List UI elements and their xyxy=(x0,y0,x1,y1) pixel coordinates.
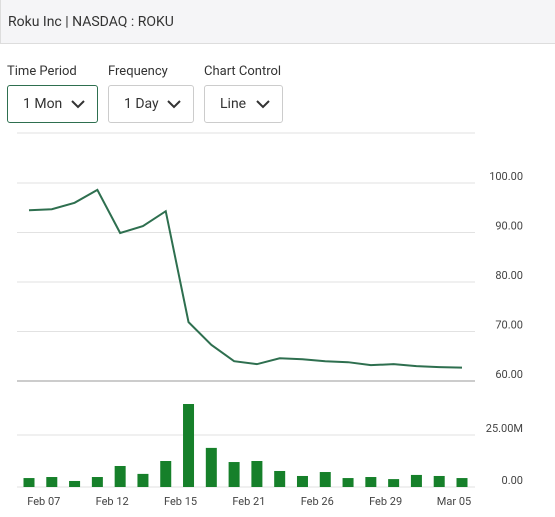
x-tick-label: Mar 05 xyxy=(437,495,471,508)
volume-bar xyxy=(296,475,308,487)
volume-bar xyxy=(23,478,35,487)
dropdown[interactable]: 1 Day xyxy=(108,85,194,123)
volume-bar xyxy=(114,465,126,487)
volume-bar xyxy=(433,475,445,487)
dropdown-value: 1 Mon xyxy=(23,96,63,112)
y-tick-label: 70.00 xyxy=(495,318,523,331)
volume-bar xyxy=(342,478,354,487)
x-tick-label: Feb 21 xyxy=(232,495,265,508)
control-label: Frequency xyxy=(108,64,168,79)
control-label: Time Period xyxy=(7,64,77,79)
dropdown-value: Line xyxy=(220,96,247,112)
x-tick-label: Feb 15 xyxy=(164,495,197,508)
volume-bar xyxy=(228,462,240,487)
chart-control[interactable]: Chart Control Line xyxy=(204,64,283,123)
y-tick-label: 60.00 xyxy=(495,368,523,381)
control-label: Chart Control xyxy=(204,64,282,79)
volume-bar xyxy=(388,479,400,487)
volume-bar xyxy=(205,447,217,487)
price-line xyxy=(28,188,463,369)
header: Roku Inc | NASDAQ : ROKU xyxy=(0,0,555,44)
y-tick-label: 90.00 xyxy=(495,219,523,232)
y-tick-label: 100.00 xyxy=(489,170,523,183)
dropdown[interactable]: Line xyxy=(204,85,283,123)
time-period-control[interactable]: Time Period 1 Mon xyxy=(7,64,98,123)
volume-bar xyxy=(183,404,195,487)
chevron xyxy=(167,100,181,109)
dropdown-value: 1 Day xyxy=(124,96,159,112)
x-tick-label: Feb 29 xyxy=(369,495,402,508)
volume-bar xyxy=(251,461,263,487)
volume-bar xyxy=(69,480,81,487)
x-tick-label: Feb 07 xyxy=(27,495,60,508)
x-tick-label: Feb 26 xyxy=(301,495,334,508)
volume-bar xyxy=(319,472,331,487)
chevron xyxy=(71,100,85,109)
chevron xyxy=(256,100,270,109)
volume-bar xyxy=(410,474,422,487)
volume-bar xyxy=(91,477,103,487)
y-tick-label: 80.00 xyxy=(495,269,523,282)
x-tick-label: Feb 12 xyxy=(96,495,129,508)
frequency-control[interactable]: Frequency 1 Day xyxy=(108,64,194,123)
volume-bar xyxy=(160,461,172,487)
volume-bar xyxy=(46,477,58,487)
volume-bar xyxy=(274,470,286,487)
volume-bar xyxy=(456,478,468,487)
y-tick-label: 25.00M xyxy=(486,422,523,435)
volume-bar xyxy=(365,477,377,487)
dropdown[interactable]: 1 Mon xyxy=(7,85,98,123)
volume-bar xyxy=(137,473,149,487)
header-title: Roku Inc | NASDAQ : ROKU xyxy=(8,14,174,30)
y-tick-label: 0.00 xyxy=(502,474,523,487)
